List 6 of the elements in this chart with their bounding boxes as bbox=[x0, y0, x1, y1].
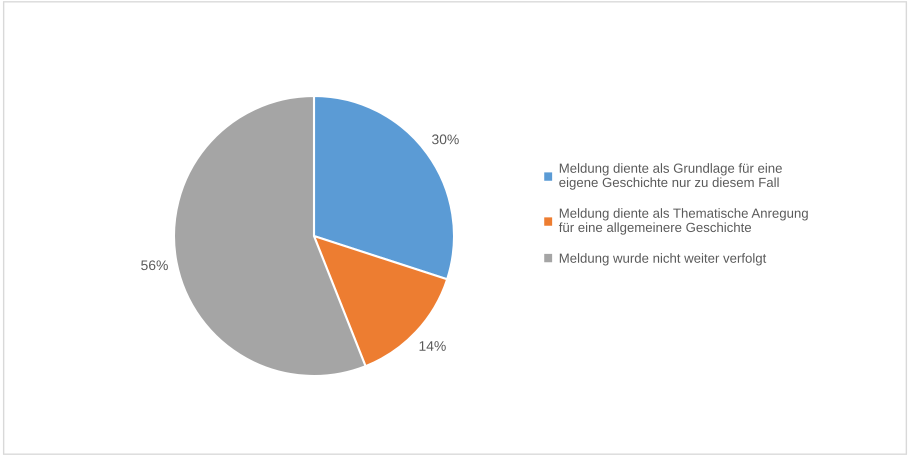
legend-label: Meldung diente als Grundlage für eine eigene Geschichte nur zu diesem Fall bbox=[559, 163, 782, 190]
legend-label: Meldung wurde nicht weiter verfolgt bbox=[560, 253, 766, 266]
data-label: 56% bbox=[141, 260, 168, 270]
data-label: 14% bbox=[420, 341, 446, 351]
legend-label: Meldung diente als Thematische Anregung für eine allgemeinere Geschichte bbox=[558, 208, 808, 235]
data-label: 30% bbox=[432, 134, 459, 144]
